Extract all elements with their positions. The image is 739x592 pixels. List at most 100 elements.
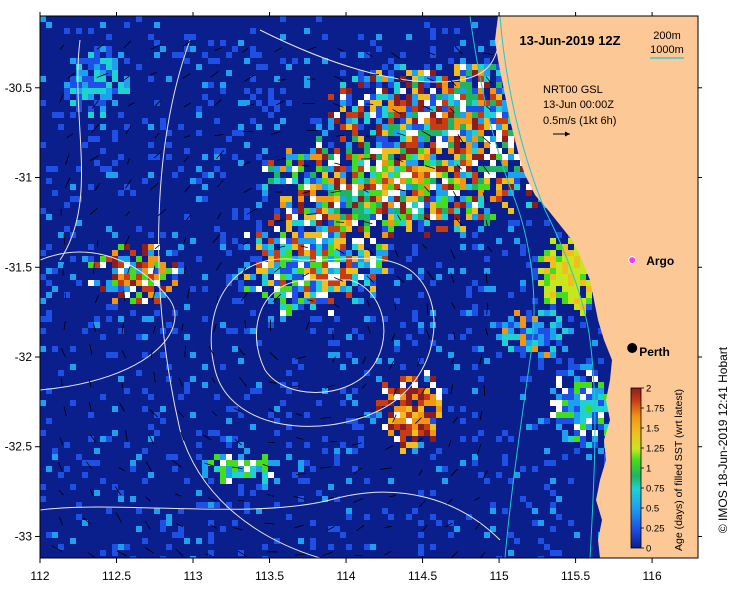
- sst-pixel: [160, 418, 166, 424]
- sst-pixel: [382, 424, 388, 430]
- sst-pixel: [304, 412, 310, 418]
- sst-pixel: [406, 412, 412, 418]
- sst-pixel: [352, 106, 358, 112]
- sst-pixel: [340, 172, 346, 178]
- current-vector: [479, 411, 483, 421]
- sst-pixel: [316, 154, 322, 160]
- current-vector: [127, 266, 131, 274]
- sst-pixel: [262, 148, 268, 154]
- sst-pixel: [286, 514, 292, 520]
- sst-pixel: [268, 94, 274, 100]
- sst-pixel: [556, 424, 562, 430]
- sst-pixel: [400, 220, 406, 226]
- sst-pixel: [448, 142, 454, 148]
- sst-pixel: [406, 130, 412, 136]
- sst-pixel: [316, 238, 322, 244]
- sst-pixel: [412, 100, 418, 106]
- sst-pixel: [478, 346, 484, 352]
- sst-pixel: [418, 226, 424, 232]
- current-vector: [246, 103, 254, 107]
- sst-pixel: [160, 286, 166, 292]
- current-vector: [87, 552, 95, 558]
- sst-pixel: [352, 202, 358, 208]
- sst-pixel: [76, 70, 82, 76]
- sst-pixel: [208, 460, 214, 466]
- sst-pixel: [502, 118, 508, 124]
- sst-pixel: [400, 52, 406, 58]
- sst-pixel: [286, 100, 292, 106]
- sst-pixel: [544, 286, 550, 292]
- current-vector: [144, 547, 154, 554]
- sst-pixel: [46, 292, 52, 298]
- current-vector: [89, 401, 92, 412]
- sst-pixel: [460, 88, 466, 94]
- sst-pixel: [574, 274, 580, 280]
- sst-pixel: [412, 388, 418, 394]
- sst-pixel: [220, 244, 226, 250]
- sst-pixel: [376, 412, 382, 418]
- sst-pixel: [88, 412, 94, 418]
- sst-pixel: [424, 232, 430, 238]
- sst-pixel: [490, 148, 496, 154]
- sst-pixel: [364, 514, 370, 520]
- current-vector: [324, 384, 335, 389]
- current-vector: [210, 71, 219, 78]
- sst-pixel: [130, 262, 136, 268]
- sst-pixel: [232, 214, 238, 220]
- sst-pixel: [532, 322, 538, 328]
- sst-pixel: [310, 328, 316, 334]
- sst-pixel: [256, 226, 262, 232]
- current-vector: [121, 350, 127, 359]
- sst-pixel: [448, 100, 454, 106]
- sst-pixel: [214, 148, 220, 154]
- sst-pixel: [316, 298, 322, 304]
- sst-pixel: [100, 550, 106, 556]
- sst-pixel: [448, 118, 454, 124]
- current-vector: [242, 241, 249, 246]
- sst-pixel: [364, 544, 370, 550]
- colorbar-tick-label: 1: [646, 464, 651, 475]
- sst-pixel: [298, 232, 304, 238]
- sst-pixel: [322, 202, 328, 208]
- current-vector: [424, 165, 435, 170]
- sst-pixel: [472, 160, 478, 166]
- sst-pixel: [574, 448, 580, 454]
- sst-pixel: [346, 94, 352, 100]
- sst-pixel: [562, 370, 568, 376]
- sst-pixel: [202, 184, 208, 190]
- current-vector: [291, 385, 301, 388]
- sst-pixel: [400, 406, 406, 412]
- sst-pixel: [124, 76, 130, 82]
- sst-pixel: [466, 172, 472, 178]
- sst-pixel: [262, 478, 268, 484]
- sst-pixel: [358, 196, 364, 202]
- sst-pixel: [334, 214, 340, 220]
- sst-pixel: [334, 184, 340, 190]
- sst-pixel: [562, 418, 568, 424]
- sst-pixel: [478, 148, 484, 154]
- sst-pixel: [556, 274, 562, 280]
- sst-pixel: [442, 28, 448, 34]
- sst-pixel: [574, 388, 580, 394]
- current-vector: [246, 208, 257, 215]
- sst-pixel: [544, 460, 550, 466]
- sst-pixel: [286, 196, 292, 202]
- sst-pixel: [568, 520, 574, 526]
- sst-pixel: [352, 112, 358, 118]
- sst-pixel: [340, 388, 346, 394]
- sst-pixel: [430, 34, 436, 40]
- sst-pixel: [196, 502, 202, 508]
- sst-pixel: [346, 448, 352, 454]
- sst-pixel: [478, 184, 484, 190]
- sst-pixel: [226, 442, 232, 448]
- sst-pixel: [82, 82, 88, 88]
- sst-pixel: [580, 412, 586, 418]
- sst-pixel: [304, 268, 310, 274]
- sst-pixel: [454, 118, 460, 124]
- sst-pixel: [430, 106, 436, 112]
- sst-pixel: [124, 286, 130, 292]
- sst-pixel: [400, 142, 406, 148]
- sst-pixel: [484, 64, 490, 70]
- sst-pixel: [442, 166, 448, 172]
- sst-pixel: [64, 226, 70, 232]
